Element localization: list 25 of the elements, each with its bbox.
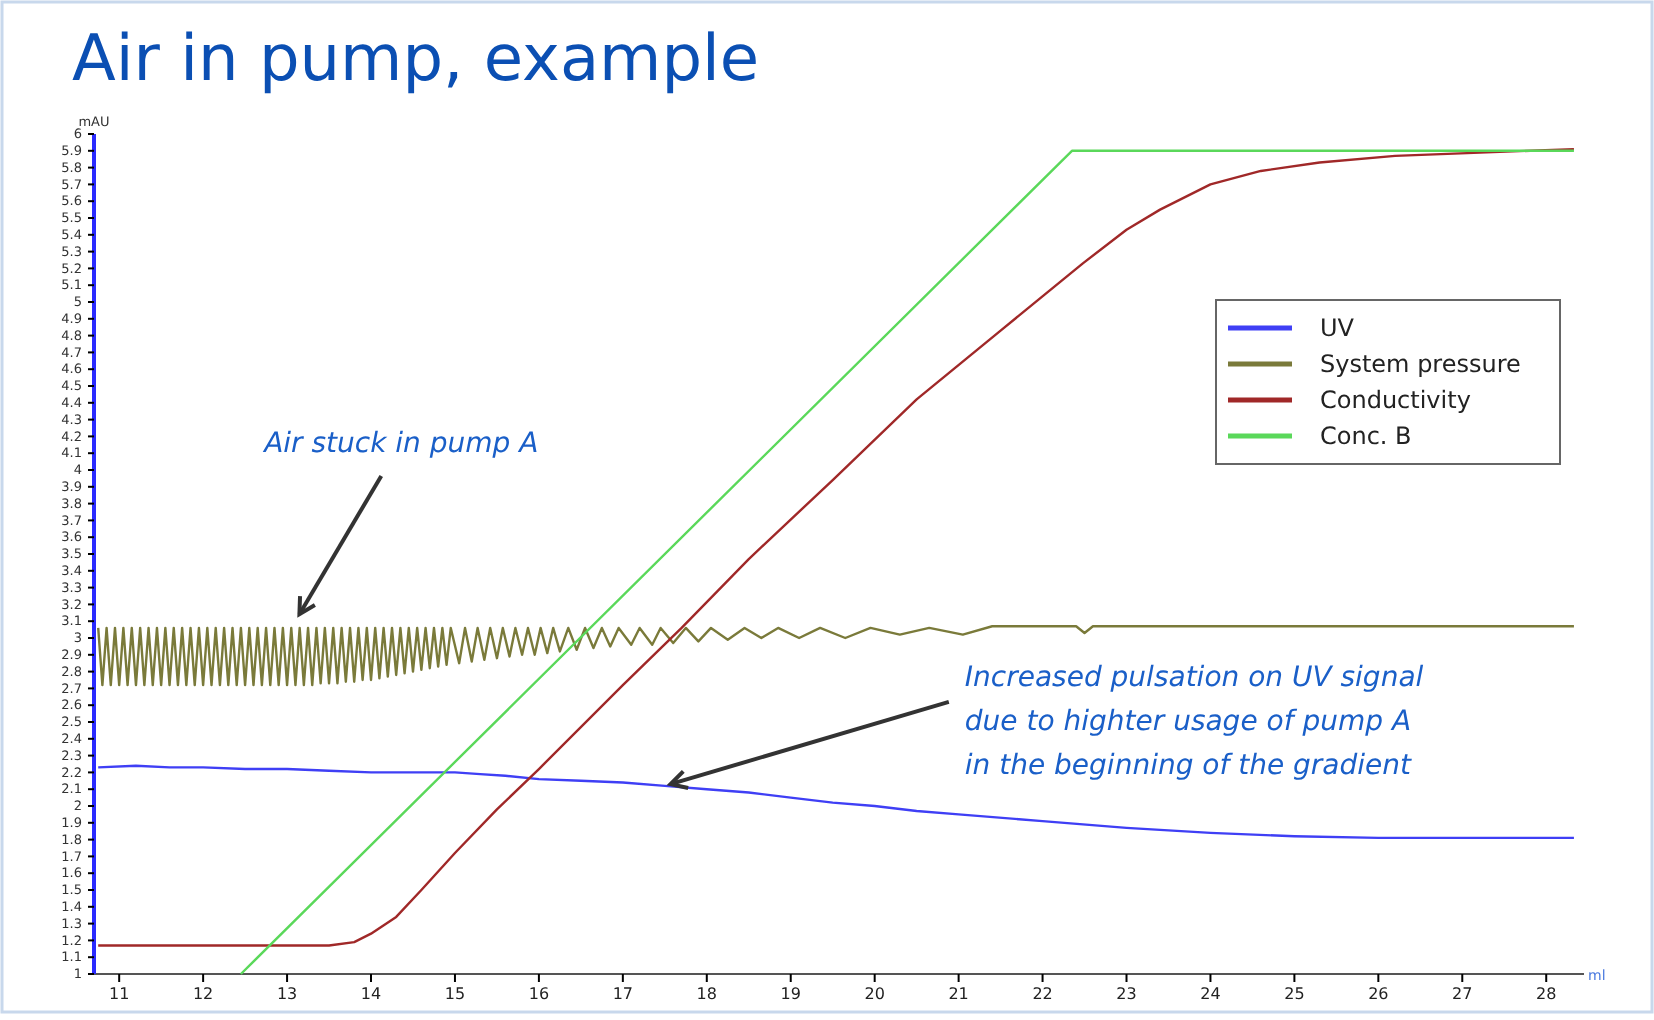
x-tick-label: 28	[1536, 985, 1557, 1004]
legend-label: Conc. B	[1320, 422, 1412, 450]
x-tick-label: 13	[276, 985, 298, 1004]
x-tick-label: 14	[360, 985, 382, 1004]
x-tick-label: 17	[612, 985, 634, 1004]
x-tick-label: 18	[696, 985, 717, 1004]
x-tick-label: 12	[192, 985, 214, 1004]
annotation: Increased pulsation on UV signal due to highter usage of pump A in the beginning of the gradient	[964, 661, 1424, 782]
legend-label: Conductivity	[1320, 386, 1471, 414]
chart-title: Air in pump, example	[72, 20, 760, 96]
x-tick-label: 22	[1032, 985, 1053, 1004]
x-tick-label: 16	[528, 985, 550, 1004]
annotation: Air stuck in pump A	[262, 427, 539, 460]
x-tick-label: 27	[1452, 985, 1473, 1004]
x-tick-label: 25	[1284, 985, 1305, 1004]
x-tick-label: 21	[948, 985, 969, 1004]
x-tick-label: 23	[1116, 985, 1137, 1004]
x-tick-label: 11	[109, 985, 130, 1004]
x-tick-label: 20	[864, 985, 885, 1004]
x-tick-label: 26	[1368, 985, 1389, 1004]
legend-label: System pressure	[1320, 350, 1521, 378]
legend-label: UV	[1320, 314, 1356, 342]
x-tick-label: 19	[780, 985, 801, 1004]
x-tick-label: 15	[444, 985, 466, 1004]
x-tick-label: 24	[1200, 985, 1221, 1004]
